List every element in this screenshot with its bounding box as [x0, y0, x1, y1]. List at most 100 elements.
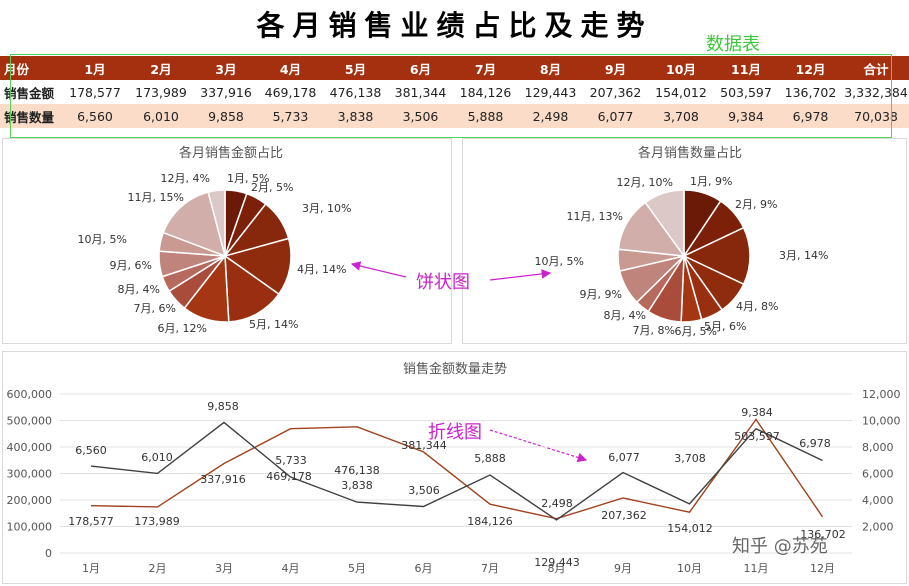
pie-0-label-2: 2月, 5%	[251, 181, 293, 194]
pie-1-label-2: 2月, 9%	[735, 198, 777, 211]
qty-data-label-3: 9,858	[207, 400, 239, 413]
qty-data-label-8: 2,498	[541, 497, 573, 510]
x-tick-5: 5月	[348, 562, 366, 575]
amount-data-label-5: 476,138	[334, 464, 380, 477]
pie-1-slice-11	[617, 201, 686, 257]
pie-1-label-11: 11月, 13%	[567, 210, 623, 223]
x-tick-7: 7月	[481, 562, 499, 575]
cell-month-9: 207,362	[583, 80, 648, 104]
cell-month-7: 5,888	[453, 104, 518, 128]
pie-1-label-8: 8月, 4%	[604, 309, 646, 322]
x-tick-8: 8月	[548, 562, 566, 575]
annotation-arrow-line	[489, 429, 588, 463]
header-month-3: 3月	[194, 56, 258, 80]
amount-data-label-12: 136,702	[800, 528, 846, 541]
x-tick-6: 6月	[415, 562, 433, 575]
cell-month-1: 178,577	[62, 80, 128, 104]
page-title: 各月销售业绩占比及走势	[256, 9, 653, 42]
y-left-tick-0: 0	[45, 547, 52, 560]
header-month-9: 9月	[583, 56, 648, 80]
amount-data-label-8: 129,443	[534, 556, 580, 569]
pie-0-slice-12	[207, 189, 226, 257]
pie-1-slice-12	[644, 189, 685, 259]
pie-1-slice-3	[682, 226, 751, 286]
header-month-8: 8月	[518, 56, 583, 80]
pie-0-label-11: 11月, 15%	[128, 191, 184, 204]
pie-1-label-4: 4月, 8%	[736, 300, 778, 313]
pie-0-label-5: 5月, 14%	[249, 318, 298, 331]
qty-data-label-6: 3,506	[408, 484, 440, 497]
line-panel	[2, 351, 907, 584]
pie-1-label-7: 7月, 8%	[633, 324, 675, 337]
y-left-tick-1: 100,000	[7, 521, 53, 534]
qty-data-label-4: 5,733	[275, 454, 307, 467]
pie-0-slice-11	[162, 191, 227, 258]
x-tick-1: 1月	[82, 562, 100, 575]
qty-data-label-10: 3,708	[674, 452, 706, 465]
pie-0-label-3: 3月, 10%	[302, 202, 351, 215]
qty-data-label-11: 9,384	[741, 406, 773, 419]
amount-data-label-4: 469,178	[266, 470, 312, 483]
pie-0-slice-4	[223, 237, 292, 296]
pie-0-label-7: 7月, 6%	[134, 302, 176, 315]
pie-0-label-1: 1月, 5%	[227, 172, 269, 185]
cell-month-7: 184,126	[453, 80, 518, 104]
amount-data-label-3: 337,916	[200, 473, 246, 486]
annotation-arrow-left	[350, 261, 407, 278]
y-right-tick-3: 6,000	[862, 468, 894, 481]
pie-0-label-9: 9月, 6%	[110, 259, 152, 272]
line-title: 销售金额数量走势	[403, 361, 507, 377]
header-month-1: 1月	[62, 56, 128, 80]
y-right-tick-1: 2,000	[862, 521, 894, 534]
header-total: 合计	[843, 56, 909, 80]
qty-data-label-2: 6,010	[141, 451, 173, 464]
cell-month-5: 476,138	[323, 80, 388, 104]
header-month-5: 5月	[323, 56, 388, 80]
cell-month-8: 2,498	[518, 104, 583, 128]
header-month-10: 10月	[648, 56, 714, 80]
pie-1-label-5: 5月, 6%	[704, 320, 746, 333]
pie-1-label-9: 9月, 9%	[580, 288, 622, 301]
cell-month-11: 9,384	[714, 104, 778, 128]
pie-1-label-12: 12月, 10%	[617, 176, 673, 189]
cell-month-2: 6,010	[128, 104, 194, 128]
header-month-11: 11月	[714, 56, 778, 80]
cell-month-4: 469,178	[258, 80, 323, 104]
y-right-tick-4: 8,000	[862, 441, 894, 454]
y-right-tick-2: 4,000	[862, 494, 894, 507]
pie-title-1: 各月销售数量占比	[638, 145, 742, 161]
y-right-tick-5: 10,000	[862, 415, 901, 428]
header-month-4: 4月	[258, 56, 323, 80]
cell-month-12: 136,702	[778, 80, 843, 104]
cell-month-4: 5,733	[258, 104, 323, 128]
cell-month-2: 173,989	[128, 80, 194, 104]
cell-month-1: 6,560	[62, 104, 128, 128]
qty-data-label-1: 6,560	[75, 444, 107, 457]
amount-data-label-11: 503,597	[734, 430, 780, 443]
table-row: 销售金额 178,577 173,989 337,916 469,178 476,138 3…	[0, 80, 909, 104]
pie-title-0: 各月销售金额占比	[179, 145, 283, 161]
header-month-12: 12月	[778, 56, 843, 80]
x-tick-10: 10月	[677, 562, 702, 575]
cell-month-8: 129,443	[518, 80, 583, 104]
amount-data-label-6: 381,344	[401, 439, 447, 452]
amount-data-label-2: 173,989	[134, 515, 180, 528]
amount-data-label-9: 207,362	[601, 509, 647, 522]
watermark-text: 知乎 @苏苑	[732, 536, 828, 557]
row-label: 销售数量	[0, 104, 62, 128]
table-row: 销售数量 6,560 6,010 9,858 5,733 3,838 3,506 5,888 2…	[0, 104, 909, 128]
data-table: 月份 1月 2月 3月 4月 5月 6月 7月 8月 9月 10月 11月 12月 合计 销售金额 178,5…	[0, 56, 909, 128]
header-month-2: 2月	[128, 56, 194, 80]
x-tick-4: 4月	[282, 562, 300, 575]
cell-month-3: 9,858	[194, 104, 258, 128]
amount-data-label-1: 178,577	[68, 515, 114, 528]
qty-data-label-7: 5,888	[474, 452, 506, 465]
cell-month-5: 3,838	[323, 104, 388, 128]
pie-0-label-4: 4月, 14%	[297, 263, 346, 276]
x-tick-9: 9月	[614, 562, 632, 575]
series-line-2	[90, 421, 823, 521]
cell-month-12: 6,978	[778, 104, 843, 128]
annotation-pie: 饼状图	[416, 272, 470, 293]
y-left-tick-2: 200,000	[7, 494, 53, 507]
